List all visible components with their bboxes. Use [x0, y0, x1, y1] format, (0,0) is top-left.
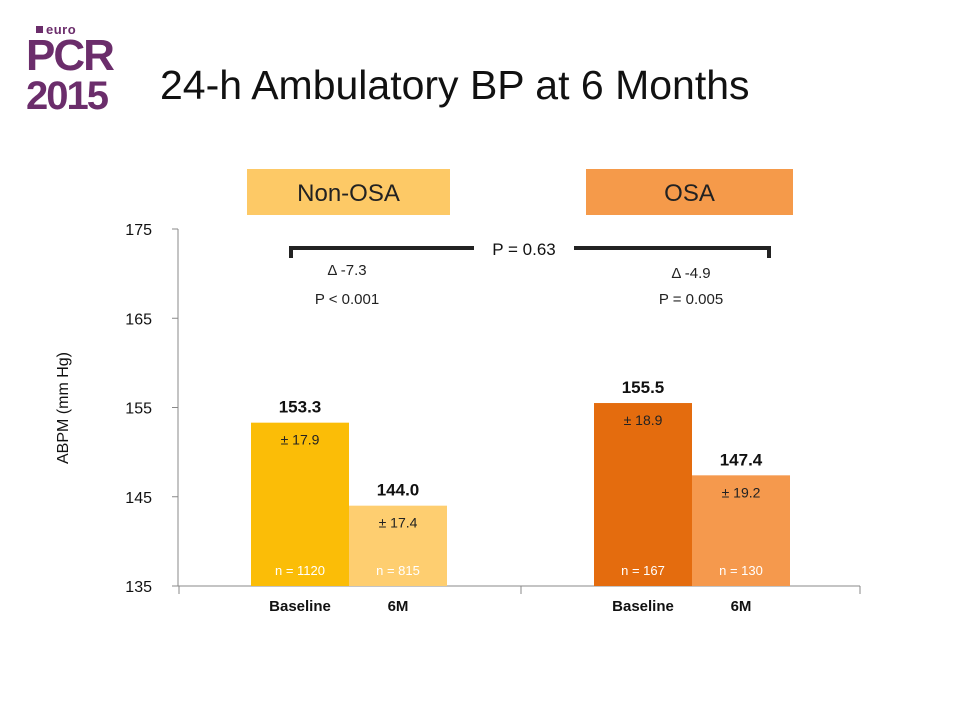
- bar-value-label: 144.0: [377, 481, 420, 500]
- x-category-label: 6M: [388, 598, 409, 615]
- y-tick-label: 155: [125, 401, 152, 418]
- x-category-label: Baseline: [269, 598, 331, 615]
- europcr-logo: euro PCR 2015: [24, 22, 124, 116]
- bar-value-label: 155.5: [622, 378, 665, 397]
- bar-sd-label: ± 17.4: [379, 515, 418, 531]
- group-delta-label: Δ -7.3: [327, 262, 366, 279]
- x-category-label: 6M: [731, 598, 752, 615]
- bar-sd-label: ± 19.2: [722, 484, 761, 500]
- bar-non-osa-6m: [349, 505, 447, 586]
- comparison-p-value: P = 0.63: [492, 240, 556, 259]
- bar-sd-label: ± 17.9: [281, 432, 320, 448]
- bar-non-osa-baseline: [251, 422, 349, 586]
- logo-year: 2015: [26, 74, 109, 118]
- bar-n-label: n = 130: [719, 563, 763, 578]
- group-header-box: [247, 169, 450, 215]
- bar-n-label: n = 815: [376, 563, 420, 578]
- y-tick-label: 165: [125, 311, 152, 328]
- group-delta-label: Δ -4.9: [671, 265, 710, 282]
- bar-osa-6m: [692, 475, 790, 586]
- group-p-value-label: P = 0.005: [659, 291, 723, 308]
- y-tick-label: 135: [125, 579, 152, 596]
- bar-value-label: 153.3: [279, 398, 322, 417]
- bar-n-label: n = 167: [621, 563, 665, 578]
- group-header-box: [586, 169, 793, 215]
- bar-osa-baseline: [594, 403, 692, 586]
- bar-sd-label: ± 18.9: [624, 412, 663, 428]
- y-axis-label: ABPM (mm Hg): [55, 352, 72, 464]
- y-tick-label: 145: [125, 490, 152, 507]
- group-p-value-label: P < 0.001: [315, 291, 379, 308]
- y-tick-label: 175: [125, 222, 152, 239]
- logo-euro: euro: [36, 22, 76, 37]
- group-header-label: OSA: [664, 180, 715, 207]
- slide-title: 24-h Ambulatory BP at 6 Months: [160, 62, 750, 108]
- bar-n-label: n = 1120: [275, 563, 325, 578]
- bar-value-label: 147.4: [720, 450, 763, 469]
- group-header-label: Non-OSA: [297, 180, 400, 207]
- x-category-label: Baseline: [612, 598, 674, 615]
- logo-pcr: PCR: [26, 31, 115, 80]
